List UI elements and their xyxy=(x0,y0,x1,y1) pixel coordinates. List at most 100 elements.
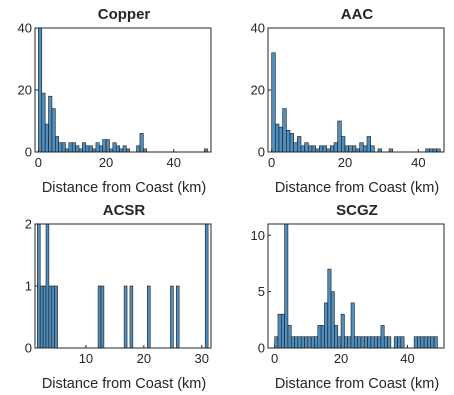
histogram-bar xyxy=(310,336,315,349)
y-tick-labels: 0 1 2 xyxy=(25,217,38,356)
x-tick-label: 0 xyxy=(268,155,275,170)
histogram-bar xyxy=(333,142,338,153)
histogram-bar xyxy=(308,145,313,153)
histogram-bar xyxy=(278,126,283,153)
histogram-bar xyxy=(297,136,302,153)
histogram-bar xyxy=(71,142,76,153)
histogram-bar xyxy=(58,142,63,153)
x-axis-label: Distance from Coast (km) xyxy=(275,376,439,392)
histogram-bar xyxy=(357,336,362,349)
x-tick-label: 0 xyxy=(271,351,278,366)
x-tick-label: 20 xyxy=(338,155,352,170)
histogram-bar xyxy=(348,145,353,153)
histogram-bar xyxy=(420,336,425,349)
histogram-bar xyxy=(75,145,80,153)
histogram-bar xyxy=(277,313,282,349)
histogram-bar xyxy=(387,336,392,349)
histogram-bar xyxy=(136,145,141,153)
y-tick-labels: 0 20 40 xyxy=(251,21,271,160)
histogram-bar xyxy=(41,92,46,153)
x-axis-label: Distance from Coast (km) xyxy=(275,180,439,196)
panel-acsr: ACSR 10 20 30 0 1 2 Distance from Coast (km) xyxy=(25,202,212,392)
x-axis-label: Distance from Coast (km) xyxy=(42,180,206,196)
histogram-bar xyxy=(337,120,342,153)
histogram-bar xyxy=(293,142,298,153)
bar-group xyxy=(271,52,441,153)
histogram-bar xyxy=(352,145,357,153)
y-tick-label: 0 xyxy=(25,341,32,356)
histogram-bar xyxy=(330,291,335,349)
histogram-bar xyxy=(317,325,322,349)
histogram-bar xyxy=(304,336,309,349)
histogram-bar xyxy=(100,285,105,349)
histogram-bar xyxy=(380,325,385,349)
histogram-bar xyxy=(413,336,418,349)
histogram-bar xyxy=(314,336,319,349)
histogram-bar xyxy=(287,325,292,349)
histogram-bar xyxy=(344,145,349,153)
histogram-bar xyxy=(286,130,291,153)
histogram-bar xyxy=(290,336,295,349)
histogram-bar xyxy=(282,108,287,153)
histogram-bar xyxy=(363,336,368,349)
x-axis-label: Distance from Coast (km) xyxy=(42,376,206,392)
histogram-bar xyxy=(147,285,151,349)
axes-frame xyxy=(267,27,445,153)
x-tick-labels: 0 20 40 xyxy=(268,149,426,170)
x-tick-label: 20 xyxy=(137,351,151,366)
histogram-bar xyxy=(95,142,100,153)
panel-title: AAC xyxy=(341,6,374,23)
histogram-bar xyxy=(373,336,378,349)
histogram-bar xyxy=(102,139,107,153)
histogram-bar xyxy=(383,336,388,349)
y-tick-label: 20 xyxy=(251,83,265,98)
histogram-bar xyxy=(99,145,103,153)
axes-frame xyxy=(34,27,212,153)
histogram-bar xyxy=(97,285,102,349)
histogram-bar xyxy=(417,336,422,349)
axes-frame xyxy=(34,223,212,349)
histogram-bar xyxy=(393,336,398,349)
histogram-bar xyxy=(400,336,405,349)
histogram-bar xyxy=(427,336,432,349)
histogram-bar xyxy=(319,145,324,153)
histogram-bar xyxy=(170,285,174,349)
histogram-bar xyxy=(354,336,358,349)
y-tick-label: 0 xyxy=(258,145,265,160)
panel-scgz: SCGZ 0 20 40 0 5 10 Distance from Coast (km) xyxy=(251,202,445,392)
histogram-bar xyxy=(344,336,349,349)
histogram-bar xyxy=(322,145,327,153)
histogram-bar xyxy=(39,285,44,349)
y-tick-label: 20 xyxy=(18,83,32,98)
y-tick-label: 2 xyxy=(25,217,32,232)
y-tick-label: 1 xyxy=(25,279,32,294)
y-tick-label: 40 xyxy=(18,21,32,36)
histogram-bar xyxy=(112,142,117,153)
histogram-bar xyxy=(204,223,209,349)
histogram-bar xyxy=(340,313,345,349)
histogram-bar xyxy=(294,336,299,349)
histogram-bar xyxy=(61,142,66,153)
histogram-bar xyxy=(122,145,127,153)
y-tick-label: 0 xyxy=(25,145,32,160)
axes-frame xyxy=(267,223,445,349)
y-tick-label: 40 xyxy=(251,21,265,36)
y-tick-label: 0 xyxy=(258,341,265,356)
histogram-bar xyxy=(54,285,58,349)
histogram-bar xyxy=(115,145,120,153)
x-tick-labels: 0 20 40 xyxy=(271,345,415,366)
x-tick-label: 40 xyxy=(167,155,181,170)
histogram-bar xyxy=(307,336,312,349)
histogram-bar xyxy=(280,313,285,349)
histogram-bar xyxy=(433,336,438,349)
histogram-bar xyxy=(123,285,128,349)
x-tick-labels: 10 20 30 xyxy=(79,345,209,366)
histogram-bar xyxy=(289,133,294,153)
y-tick-label: 10 xyxy=(251,228,265,243)
histogram-bar xyxy=(367,336,372,349)
panel-aac: AAC 0 20 40 0 20 40 Distance from Coast (km) xyxy=(251,6,445,196)
histogram-bar xyxy=(275,123,280,153)
histogram-bar xyxy=(370,336,375,349)
histogram-bar xyxy=(363,145,368,153)
